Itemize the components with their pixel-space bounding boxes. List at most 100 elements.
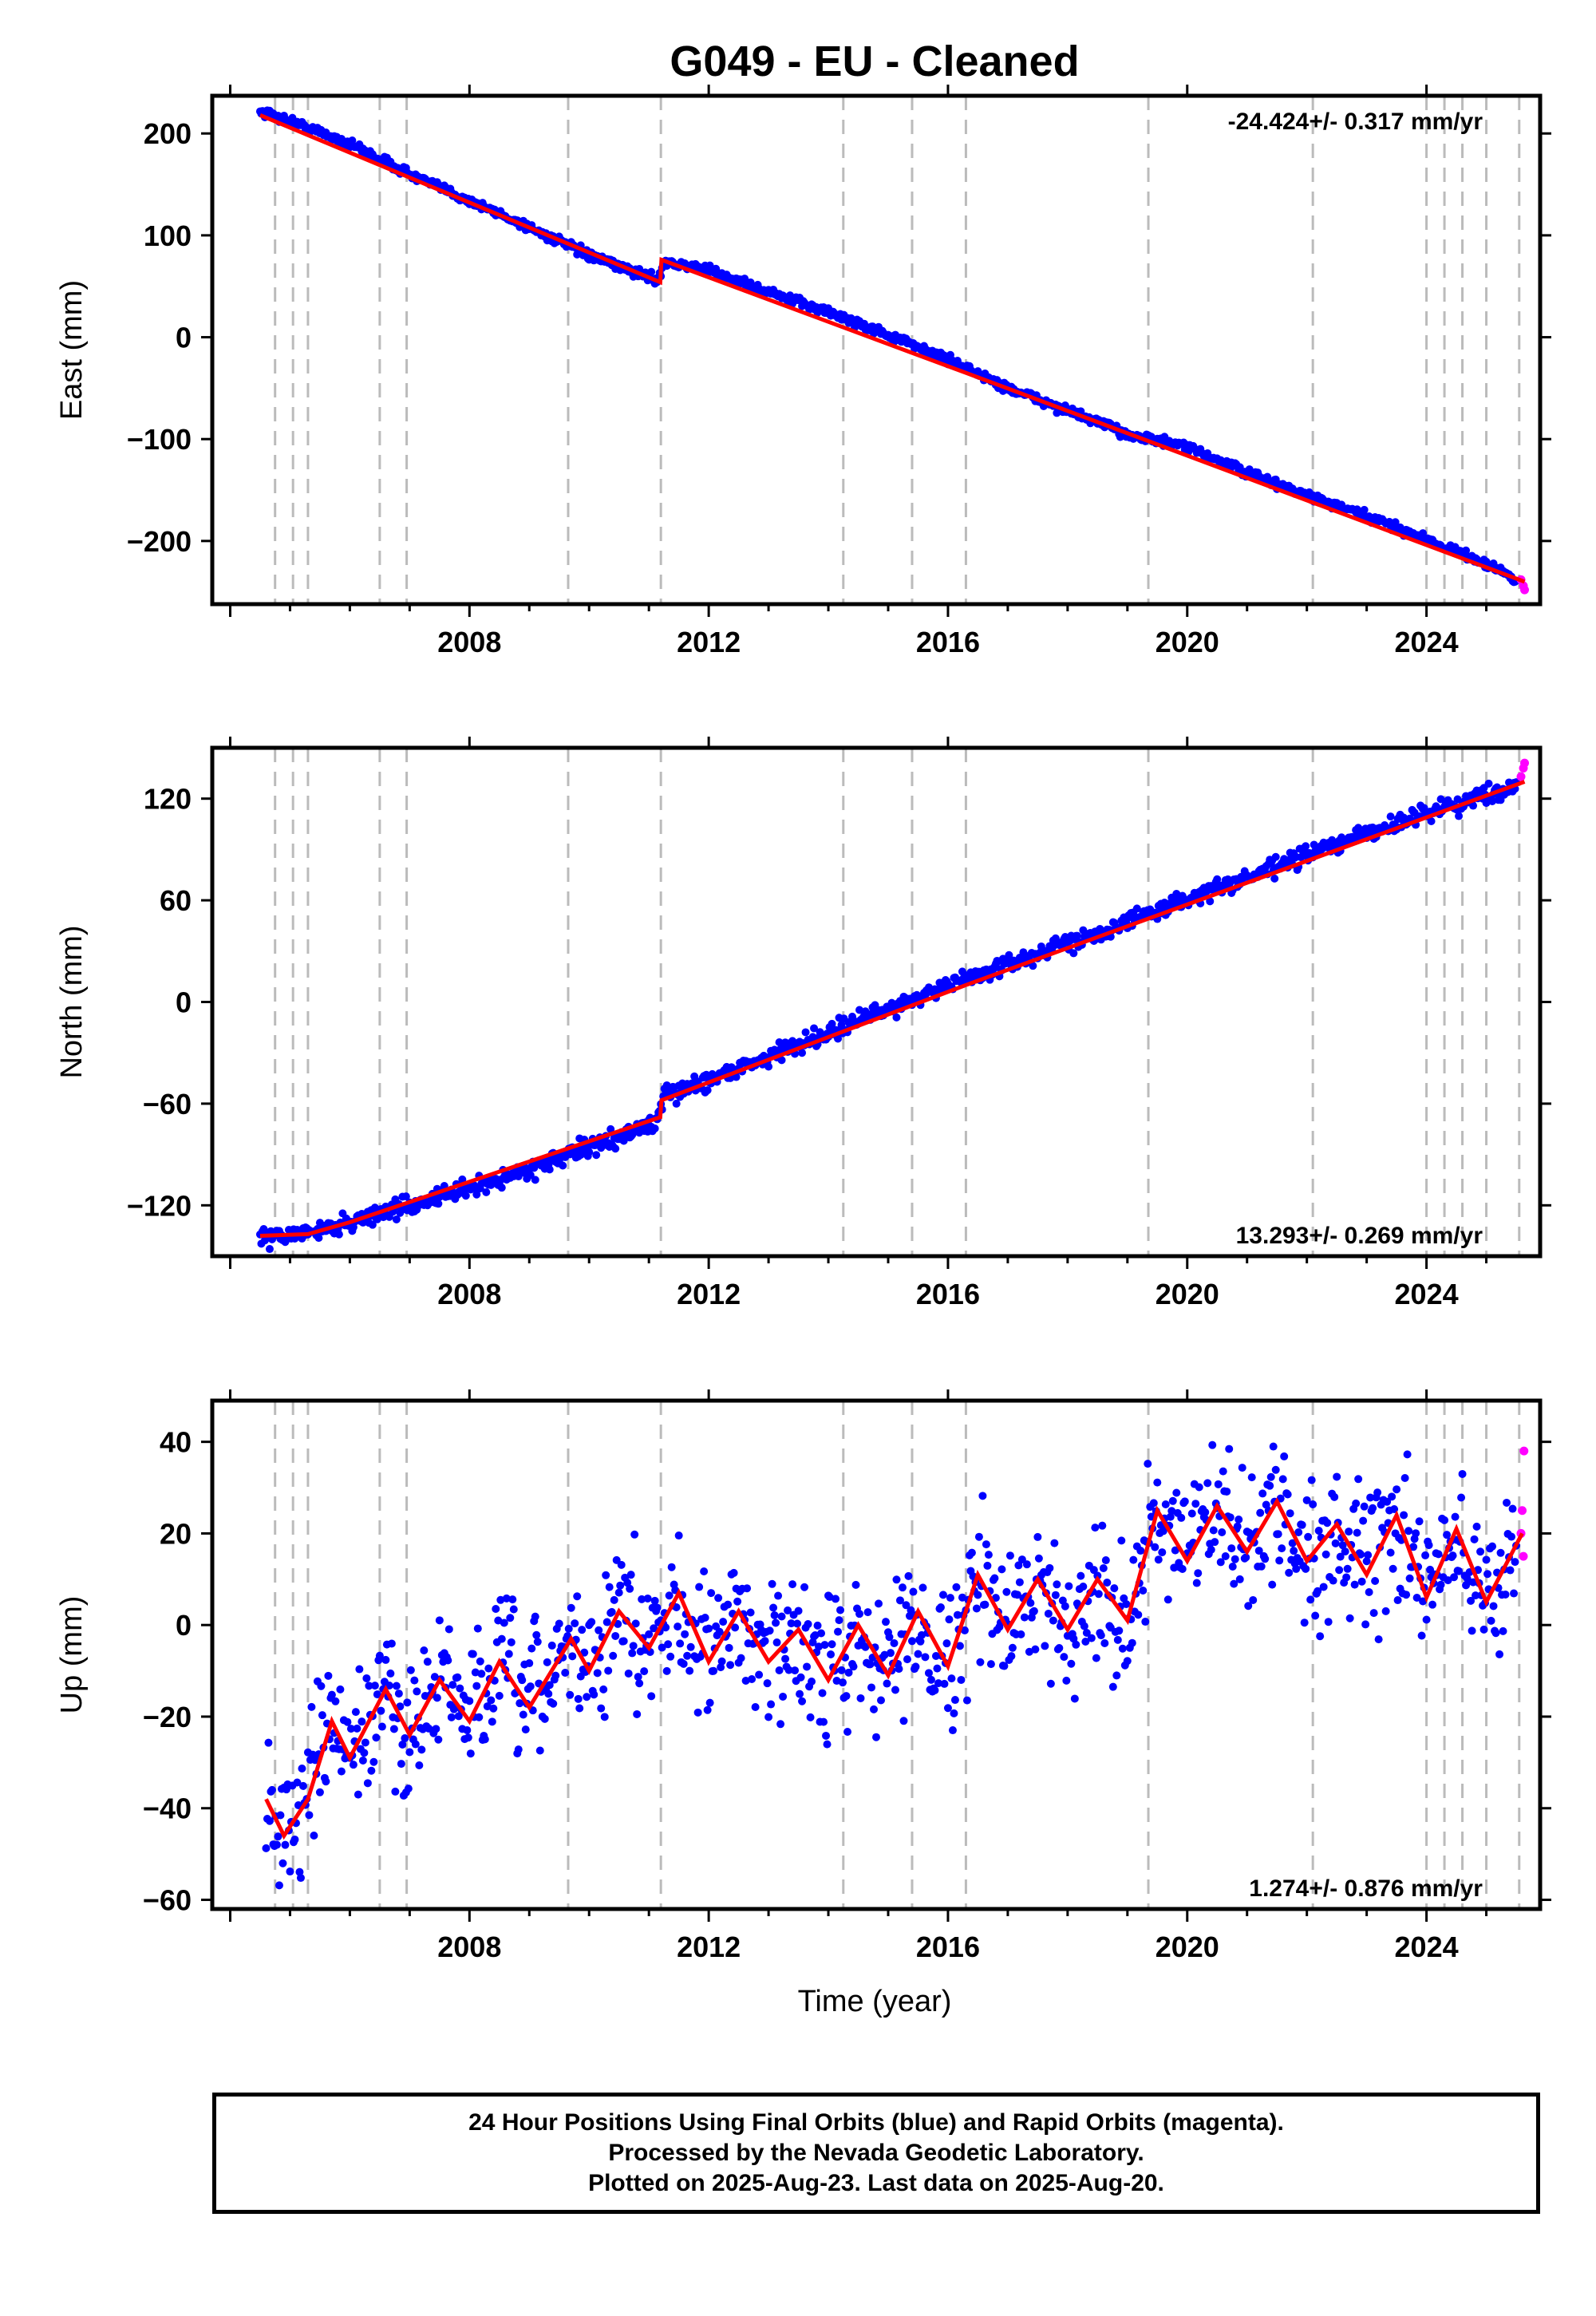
data-point bbox=[1357, 1550, 1365, 1559]
data-point bbox=[835, 1616, 843, 1625]
data-point bbox=[1091, 1524, 1100, 1532]
data-point bbox=[990, 1574, 999, 1583]
data-point bbox=[866, 1660, 875, 1669]
footer-line-3: Plotted on 2025-Aug-23. Last data on 202… bbox=[588, 2170, 1164, 2196]
data-point bbox=[1238, 1464, 1246, 1472]
data-point bbox=[1144, 1460, 1152, 1468]
data-point bbox=[318, 1711, 326, 1720]
data-point bbox=[472, 1682, 481, 1690]
footer-line-2: Processed by the Nevada Geodetic Laborat… bbox=[608, 2140, 1144, 2166]
data-point bbox=[1369, 1609, 1378, 1618]
data-point bbox=[822, 1731, 831, 1740]
data-point bbox=[482, 1188, 491, 1196]
data-point bbox=[904, 1571, 913, 1580]
data-point bbox=[1069, 949, 1078, 958]
data-point bbox=[1103, 1579, 1112, 1587]
data-point bbox=[1374, 1635, 1383, 1644]
data-point bbox=[960, 1626, 969, 1634]
data-point bbox=[1324, 1618, 1333, 1626]
data-point bbox=[801, 1028, 810, 1037]
data-point bbox=[406, 1666, 415, 1674]
data-point bbox=[1417, 1631, 1426, 1640]
data-point bbox=[777, 1056, 786, 1065]
data-point bbox=[587, 1618, 596, 1626]
data-point bbox=[984, 1551, 993, 1559]
data-point bbox=[936, 1603, 945, 1612]
data-point bbox=[947, 1674, 956, 1683]
data-point bbox=[492, 1604, 500, 1613]
data-point bbox=[843, 1727, 852, 1736]
data-point bbox=[1062, 1676, 1071, 1685]
data-point bbox=[1249, 1595, 1258, 1604]
data-point bbox=[794, 1607, 803, 1615]
data-point bbox=[1330, 1492, 1339, 1501]
data-point bbox=[1134, 1611, 1143, 1619]
data-point bbox=[1488, 797, 1497, 806]
data-point bbox=[1108, 1682, 1117, 1691]
data-point bbox=[417, 1745, 426, 1754]
data-point bbox=[583, 1693, 591, 1701]
data-point bbox=[595, 1626, 603, 1634]
data-point bbox=[480, 1735, 489, 1744]
data-point bbox=[286, 1867, 294, 1876]
data-point bbox=[1180, 1497, 1189, 1506]
data-point bbox=[368, 1220, 377, 1229]
data-point bbox=[695, 1583, 704, 1591]
chart-title: G049 - EU - Cleaned bbox=[670, 38, 1079, 85]
data-point bbox=[605, 1583, 614, 1591]
data-point bbox=[1118, 1644, 1127, 1653]
data-point bbox=[1161, 1500, 1170, 1509]
data-point bbox=[1496, 1548, 1505, 1557]
data-point bbox=[650, 1624, 658, 1633]
data-point bbox=[1017, 1630, 1025, 1638]
data-point bbox=[942, 1639, 951, 1648]
data-point bbox=[1187, 1509, 1196, 1518]
data-point bbox=[398, 1741, 407, 1749]
data-point bbox=[874, 1599, 883, 1608]
data-point bbox=[1203, 1479, 1212, 1488]
data-point bbox=[518, 1676, 527, 1685]
data-point bbox=[1360, 1502, 1369, 1511]
data-point bbox=[527, 1644, 536, 1653]
data-point bbox=[1506, 1566, 1515, 1575]
x-tick-label: 2024 bbox=[1395, 1278, 1459, 1310]
data-point bbox=[863, 1608, 872, 1617]
data-point bbox=[1314, 1526, 1323, 1535]
y-axis-label: Up (mm) bbox=[55, 1596, 89, 1714]
data-point bbox=[890, 1638, 899, 1647]
y-tick-label: 0 bbox=[176, 986, 192, 1019]
data-point bbox=[1094, 1590, 1103, 1599]
data-point bbox=[1335, 1566, 1344, 1575]
data-point bbox=[1469, 801, 1478, 810]
data-point bbox=[521, 1725, 530, 1734]
y-axis-label: East (mm) bbox=[55, 280, 89, 420]
data-point bbox=[1482, 1555, 1491, 1564]
data-point bbox=[703, 1086, 712, 1095]
data-point bbox=[705, 1624, 713, 1633]
data-point bbox=[683, 1651, 692, 1660]
data-point bbox=[903, 1655, 911, 1664]
data-point bbox=[810, 1024, 819, 1033]
data-point bbox=[1233, 1522, 1242, 1531]
data-point bbox=[1166, 1512, 1175, 1521]
data-point bbox=[1404, 1527, 1413, 1535]
data-point bbox=[818, 1689, 827, 1697]
panel-up: −60 −40 −20 0 20 40 2008 2012 2016 2020 2024 Up (mm… bbox=[55, 1389, 1551, 1963]
step-lines bbox=[274, 96, 1521, 604]
data-point bbox=[1005, 1551, 1014, 1560]
data-point bbox=[1177, 1513, 1186, 1522]
y-axis-label: North (mm) bbox=[55, 925, 89, 1078]
panel-north: −120 −60 0 60 120 2008 2012 2016 2020 2024 North (… bbox=[55, 737, 1551, 1310]
data-point bbox=[1026, 1599, 1035, 1607]
data-point bbox=[978, 1492, 987, 1500]
data-point bbox=[504, 1650, 513, 1658]
data-point bbox=[1269, 1442, 1278, 1451]
data-point bbox=[1271, 1465, 1280, 1474]
data-point bbox=[921, 1653, 930, 1662]
data-point bbox=[1307, 1476, 1316, 1484]
data-point bbox=[1302, 842, 1310, 851]
data-point bbox=[1117, 1536, 1126, 1545]
data-point bbox=[981, 1600, 990, 1609]
data-point bbox=[1132, 904, 1141, 913]
data-point bbox=[640, 1667, 649, 1676]
